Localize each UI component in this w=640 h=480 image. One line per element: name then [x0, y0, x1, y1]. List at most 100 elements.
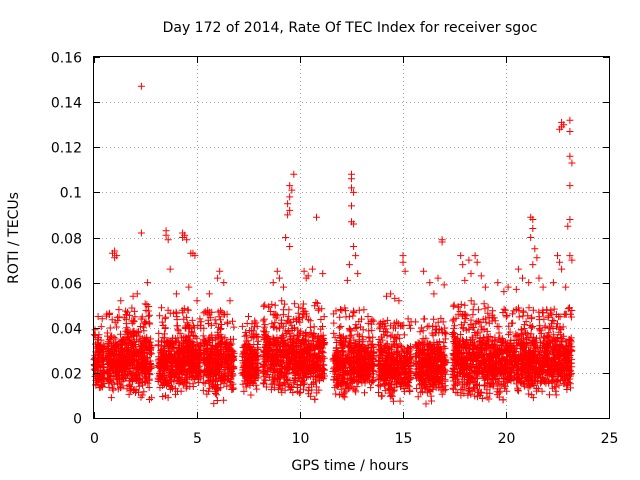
data-point — [206, 384, 214, 392]
data-point — [430, 315, 438, 323]
data-point — [104, 351, 112, 359]
data-point — [108, 342, 115, 350]
data-point — [430, 290, 438, 298]
data-point — [207, 358, 214, 366]
data-point — [293, 381, 301, 388]
data-point — [155, 337, 162, 345]
data-point — [146, 311, 153, 319]
data-point — [221, 364, 229, 371]
data-point — [295, 303, 303, 311]
data-point — [254, 360, 262, 368]
data-point — [459, 261, 467, 269]
data-point — [345, 261, 353, 269]
data-point — [241, 342, 249, 350]
data-point — [440, 281, 448, 289]
data-point — [107, 394, 115, 402]
data-point — [109, 364, 116, 372]
data-point — [172, 308, 180, 316]
data-point — [427, 392, 435, 400]
data-point — [361, 389, 368, 397]
data-point — [137, 393, 145, 401]
data-point — [181, 231, 189, 239]
data-point — [125, 381, 133, 389]
data-point — [312, 299, 320, 306]
data-point — [156, 369, 164, 377]
data-point — [105, 311, 113, 318]
data-point — [494, 279, 502, 287]
data-point — [140, 339, 148, 347]
data-point — [180, 347, 188, 354]
data-point — [229, 364, 237, 372]
data-point — [123, 362, 131, 369]
data-point — [168, 373, 176, 381]
data-point — [378, 392, 386, 400]
data-point — [98, 315, 106, 323]
data-point — [336, 313, 344, 321]
data-point — [282, 234, 290, 241]
data-point — [457, 252, 465, 260]
data-point — [261, 376, 269, 384]
data-point — [102, 312, 110, 320]
data-point — [134, 363, 142, 371]
data-point — [461, 301, 469, 309]
data-point — [123, 324, 131, 332]
data-point — [209, 373, 217, 381]
data-point — [195, 352, 203, 360]
data-point — [374, 381, 382, 389]
data-point — [196, 315, 204, 323]
data-point — [330, 319, 338, 327]
data-point — [310, 323, 318, 331]
data-point — [247, 346, 255, 354]
data-point — [161, 325, 169, 332]
data-point — [186, 365, 194, 372]
data-point — [519, 274, 526, 282]
data-point — [132, 389, 139, 396]
data-point — [260, 380, 268, 388]
data-point — [160, 381, 168, 389]
data-point — [113, 252, 121, 260]
data-point — [161, 367, 169, 375]
data-point — [350, 243, 358, 250]
data-point — [188, 316, 196, 324]
data-point — [197, 318, 205, 326]
data-point — [228, 365, 236, 373]
data-point — [244, 337, 252, 345]
data-point — [193, 372, 201, 380]
data-point — [172, 337, 180, 345]
data-point — [145, 375, 153, 383]
data-point — [134, 352, 142, 360]
data-point — [134, 370, 142, 378]
data-point — [495, 329, 503, 337]
data-point — [449, 302, 457, 310]
data-point — [343, 276, 351, 284]
data-point — [116, 368, 124, 375]
data-point — [193, 297, 201, 305]
data-point — [158, 304, 165, 312]
data-point — [220, 279, 228, 287]
data-point — [434, 274, 442, 282]
data-point — [95, 362, 103, 370]
data-point — [184, 306, 192, 314]
data-point — [512, 285, 520, 293]
data-point — [284, 200, 292, 208]
data-point — [243, 331, 250, 339]
data-point — [245, 353, 253, 361]
data-point — [241, 332, 249, 340]
data-point — [157, 347, 165, 355]
data-point — [113, 323, 121, 331]
data-point — [230, 323, 238, 331]
data-point — [200, 357, 208, 365]
data-point — [133, 290, 141, 298]
data-point — [220, 358, 228, 366]
data-point — [296, 318, 304, 326]
data-point — [286, 319, 294, 327]
data-point — [221, 334, 229, 342]
data-point — [252, 319, 260, 327]
data-point — [471, 252, 479, 260]
data-point — [90, 331, 98, 339]
data-point — [228, 386, 236, 393]
data-point — [279, 331, 287, 339]
data-point — [191, 332, 199, 340]
data-point — [242, 328, 250, 336]
